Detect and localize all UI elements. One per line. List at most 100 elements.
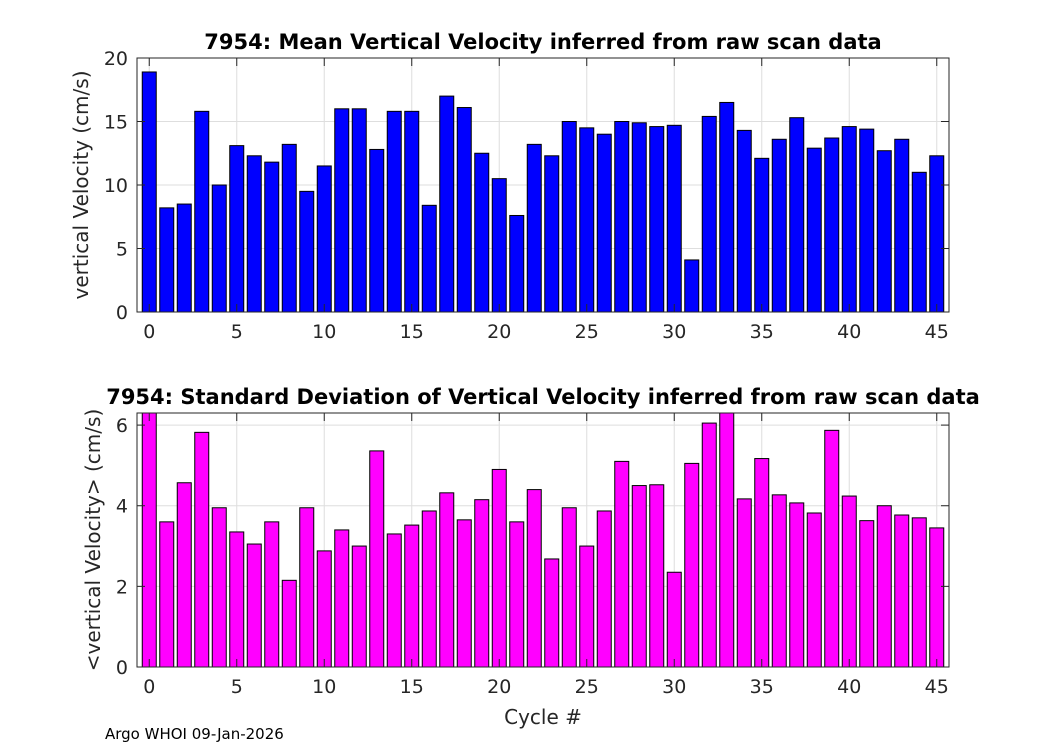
bar-cycle-0 — [141, 412, 157, 668]
footer-credit: Argo WHOI 09-Jan-2026 — [105, 725, 284, 743]
mean-velocity-axes: 0 5 10 15 20 25 30 35 40 45 0 5 10 15 20 7954: Mean Ve… — [69, 30, 950, 343]
bar-cycle-38 — [806, 147, 822, 313]
x-tick-label: 35 — [750, 676, 774, 698]
bar-cycle-17 — [439, 95, 455, 313]
bar-cycle-15 — [404, 110, 420, 313]
x-tick-label: 5 — [231, 321, 243, 343]
bar-cycle-7 — [264, 521, 280, 668]
bar-cycle-15 — [404, 524, 420, 668]
bar-cycle-0 — [141, 71, 157, 313]
x-tick-label: 15 — [400, 321, 424, 343]
bar-cycle-32 — [701, 422, 717, 668]
bar-cycle-33 — [719, 101, 735, 313]
bar-cycle-4 — [211, 507, 227, 668]
bar-cycle-8 — [281, 143, 297, 313]
bar-cycle-26 — [596, 133, 612, 313]
bar-cycle-2 — [176, 482, 192, 668]
bar-cycle-31 — [684, 462, 700, 668]
bar-cycle-41 — [859, 520, 875, 668]
bar-cycle-44 — [911, 517, 927, 668]
y-tick-label: 5 — [116, 239, 128, 261]
y-tick-label: 6 — [116, 415, 128, 437]
bar-cycle-22 — [526, 489, 542, 668]
x-tick-label: 5 — [231, 676, 243, 698]
bar-cycle-24 — [561, 507, 577, 668]
y-tick-label: 10 — [104, 175, 128, 197]
x-tick-label: 30 — [662, 676, 686, 698]
bar-cycle-27 — [614, 460, 630, 668]
y-tick-label: 0 — [116, 302, 128, 324]
bar-cycle-28 — [631, 122, 647, 313]
bar-cycle-20 — [491, 178, 507, 313]
bar-cycle-40 — [841, 126, 857, 313]
y-tick-label: 4 — [116, 496, 128, 518]
bar-cycle-3 — [194, 110, 210, 313]
bar-cycle-26 — [596, 510, 612, 668]
bar-cycle-36 — [771, 494, 787, 668]
x-tick-label: 25 — [575, 676, 599, 698]
bar-cycle-5 — [229, 531, 245, 668]
bar-cycle-9 — [299, 507, 315, 668]
bar-cycle-43 — [894, 514, 910, 668]
x-tick-label: 20 — [487, 321, 511, 343]
bar-cycle-11 — [334, 529, 350, 668]
bar-cycle-21 — [509, 214, 525, 313]
bar-cycle-22 — [526, 143, 542, 313]
bar-cycle-36 — [771, 138, 787, 313]
bar-cycle-4 — [211, 184, 227, 313]
bar-cycle-42 — [876, 150, 892, 313]
bar-cycle-31 — [684, 259, 700, 313]
bar-cycle-39 — [824, 429, 840, 668]
bar-cycle-16 — [421, 510, 437, 668]
bar-cycle-6 — [246, 155, 262, 313]
bar-cycle-43 — [894, 138, 910, 313]
bar-cycle-45 — [929, 527, 945, 668]
bar-cycle-35 — [754, 157, 770, 313]
bar-cycle-20 — [491, 468, 507, 668]
x-tick-label: 25 — [575, 321, 599, 343]
bar-cycle-29 — [649, 484, 665, 668]
bar-cycle-13 — [369, 450, 385, 668]
bar-cycle-27 — [614, 121, 630, 313]
x-tick-label: 45 — [925, 321, 949, 343]
bar-cycle-24 — [561, 121, 577, 313]
bar-cycle-13 — [369, 148, 385, 313]
x-tick-label: 0 — [143, 321, 155, 343]
bar-cycle-37 — [789, 502, 805, 668]
bar-cycle-35 — [754, 458, 770, 668]
bar-cycle-30 — [666, 571, 682, 668]
x-tick-label: 35 — [750, 321, 774, 343]
bar-cycle-8 — [281, 579, 297, 668]
bar-cycle-18 — [456, 107, 472, 313]
bar-cycle-19 — [474, 499, 490, 668]
bar-cycle-17 — [439, 492, 455, 668]
y-tick-label: 2 — [116, 576, 128, 598]
x-tick-label: 15 — [400, 676, 424, 698]
bar-cycle-32 — [701, 115, 717, 313]
bar-cycle-23 — [544, 155, 560, 313]
bar-cycle-16 — [421, 204, 437, 313]
x-tick-label: 0 — [143, 676, 155, 698]
bar-cycle-28 — [631, 485, 647, 668]
bar-cycle-11 — [334, 108, 350, 313]
bar-cycle-7 — [264, 161, 280, 313]
x-tick-label: 30 — [662, 321, 686, 343]
bar-cycle-21 — [509, 521, 525, 668]
bar-cycle-29 — [649, 126, 665, 313]
bar-cycle-23 — [544, 558, 560, 668]
bar-cycle-34 — [736, 498, 752, 668]
x-tick-label: 20 — [487, 676, 511, 698]
bar-cycle-2 — [176, 203, 192, 313]
bar-cycle-12 — [351, 545, 367, 668]
bar-cycle-14 — [386, 110, 402, 313]
bar-cycle-10 — [316, 165, 332, 313]
bar-cycle-38 — [806, 512, 822, 668]
axes-box — [136, 412, 950, 668]
bar-cycle-41 — [859, 128, 875, 313]
bar-cycle-42 — [876, 505, 892, 668]
bar-cycle-18 — [456, 519, 472, 668]
bar-cycle-39 — [824, 137, 840, 313]
bar-cycle-25 — [579, 127, 595, 313]
bar-cycle-25 — [579, 545, 595, 668]
